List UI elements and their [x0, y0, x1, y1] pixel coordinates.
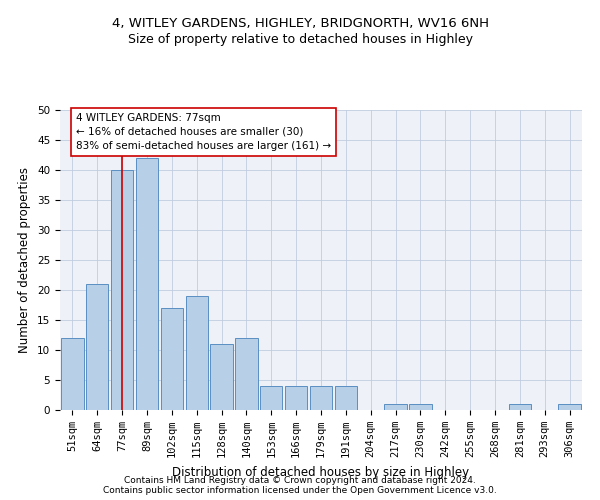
Bar [409, 404, 431, 410]
Bar [385, 404, 407, 410]
Bar [61, 338, 83, 410]
Bar [335, 386, 357, 410]
Text: Contains HM Land Registry data © Crown copyright and database right 2024.: Contains HM Land Registry data © Crown c… [124, 476, 476, 485]
Bar [559, 404, 581, 410]
Bar [509, 404, 531, 410]
Bar [310, 386, 332, 410]
Bar [211, 344, 233, 410]
Bar [260, 386, 283, 410]
Text: Contains public sector information licensed under the Open Government Licence v3: Contains public sector information licen… [103, 486, 497, 495]
Bar [235, 338, 257, 410]
Y-axis label: Number of detached properties: Number of detached properties [19, 167, 31, 353]
Text: Size of property relative to detached houses in Highley: Size of property relative to detached ho… [128, 32, 473, 46]
Text: 4 WITLEY GARDENS: 77sqm
← 16% of detached houses are smaller (30)
83% of semi-de: 4 WITLEY GARDENS: 77sqm ← 16% of detache… [76, 113, 331, 151]
Bar [185, 296, 208, 410]
Bar [161, 308, 183, 410]
Text: 4, WITLEY GARDENS, HIGHLEY, BRIDGNORTH, WV16 6NH: 4, WITLEY GARDENS, HIGHLEY, BRIDGNORTH, … [112, 18, 488, 30]
Bar [136, 158, 158, 410]
X-axis label: Distribution of detached houses by size in Highley: Distribution of detached houses by size … [172, 466, 470, 478]
Bar [86, 284, 109, 410]
Bar [111, 170, 133, 410]
Bar [285, 386, 307, 410]
